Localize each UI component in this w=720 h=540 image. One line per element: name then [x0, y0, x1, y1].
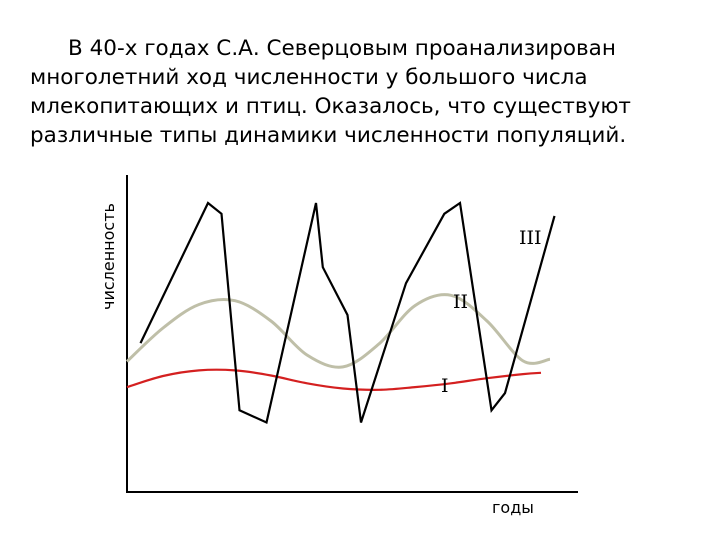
series-line-II	[125, 293, 551, 369]
x-axis-label: годы	[492, 498, 534, 517]
series-layer	[125, 201, 556, 425]
y-axis-label: численность	[99, 203, 118, 310]
slide-text: В 40-х годах С.А. Северцовым проанализир…	[30, 36, 631, 148]
series-line-III	[139, 201, 556, 425]
axes	[126, 175, 578, 493]
series-label-II: II	[453, 291, 468, 313]
series-label-I: I	[441, 375, 449, 397]
series-label-III: III	[519, 227, 542, 249]
series-line-I	[126, 368, 542, 391]
